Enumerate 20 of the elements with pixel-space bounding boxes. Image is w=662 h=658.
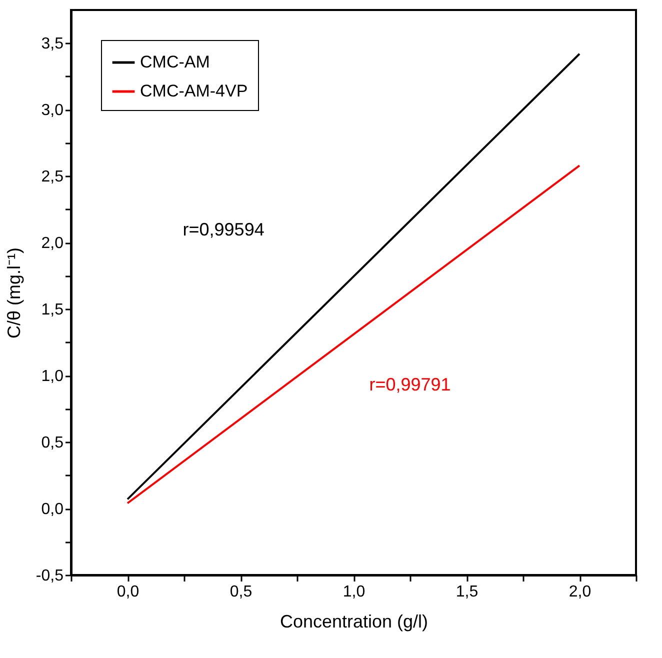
y-tick-label: 1,0 — [41, 368, 64, 386]
x-tick-label: 2,0 — [568, 584, 592, 600]
x-tick-label: 1,0 — [342, 584, 366, 600]
legend-label: CMC-AM-4VP — [140, 82, 248, 100]
y-tick-label: 0,0 — [41, 501, 64, 518]
y-tick-label: 3,0 — [41, 102, 64, 120]
x-tick-label: 0,5 — [230, 584, 252, 600]
y-tick-label: 2,0 — [41, 235, 64, 252]
x-axis-title: Concentration (g/l) — [280, 612, 428, 632]
y-tick-label: 1,5 — [41, 302, 64, 319]
x-tick-label: 1,5 — [456, 584, 478, 600]
y-tick-label: 2,5 — [41, 168, 64, 186]
y-tick-label: 0,5 — [41, 434, 64, 452]
annotation: r=0,99791 — [369, 374, 451, 395]
y-tick-label: -0,5 — [36, 568, 64, 584]
annotation: r=0,99594 — [182, 219, 264, 240]
y-axis-title: C/θ (mg.l⁻¹) — [4, 248, 24, 338]
legend-label: CMC-AM — [140, 52, 210, 72]
x-tick-label: 0,0 — [116, 584, 140, 600]
y-tick-label: 3,5 — [41, 36, 64, 53]
